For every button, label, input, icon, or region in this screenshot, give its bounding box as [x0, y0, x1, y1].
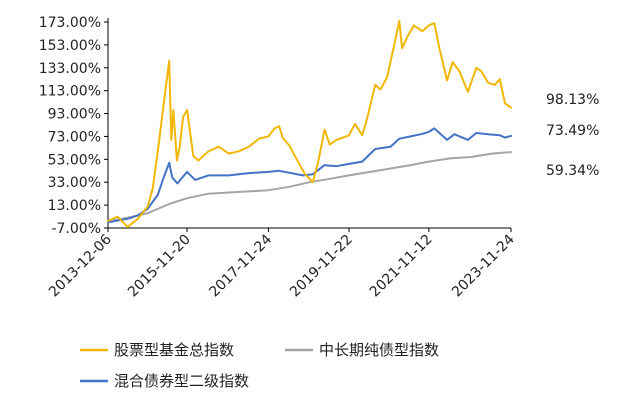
- end-labels: 98.13% 59.34% 73.49%: [546, 92, 599, 179]
- y-tick-label: -7.00%: [51, 221, 101, 237]
- series-line-2: [107, 127, 512, 224]
- x-tick-label: 2021-11-12: [367, 232, 436, 301]
- x-tick-label: 2023-11-24: [449, 231, 518, 300]
- y-tick-label: 13.00%: [48, 198, 101, 214]
- x-tick-label: 2015-11-20: [125, 232, 194, 301]
- legend-label: 混合债券型二级指数: [114, 372, 249, 390]
- series-line-0: [107, 19, 512, 228]
- y-tick-label: 73.00%: [48, 129, 101, 145]
- series-line-1: [107, 151, 512, 223]
- end-value-label: 73.49%: [546, 123, 599, 139]
- series-layer: [107, 19, 512, 228]
- axes: -7.00% 13.00% 33.00% 53.00% 73.00% 93.00% 113.…: [39, 15, 518, 300]
- x-tick-label: 2019-11-22: [287, 232, 356, 301]
- legend-label: 中长期纯债型指数: [319, 341, 439, 359]
- x-tick-label: 2017-11-24: [206, 231, 275, 300]
- y-tick-label: 113.00%: [39, 84, 101, 100]
- y-tick-label: 153.00%: [39, 38, 101, 54]
- y-tick-label: 133.00%: [39, 61, 101, 77]
- end-value-label: 59.34%: [546, 163, 599, 179]
- end-value-label: 98.13%: [546, 92, 599, 108]
- y-tick-label: 33.00%: [48, 175, 101, 191]
- x-tick-label: 2013-12-06: [46, 231, 115, 300]
- y-tick-label: 173.00%: [39, 15, 101, 31]
- y-tick-label: 93.00%: [48, 107, 101, 123]
- y-tick-label: 53.00%: [48, 152, 101, 168]
- legend-label: 股票型基金总指数: [114, 341, 234, 359]
